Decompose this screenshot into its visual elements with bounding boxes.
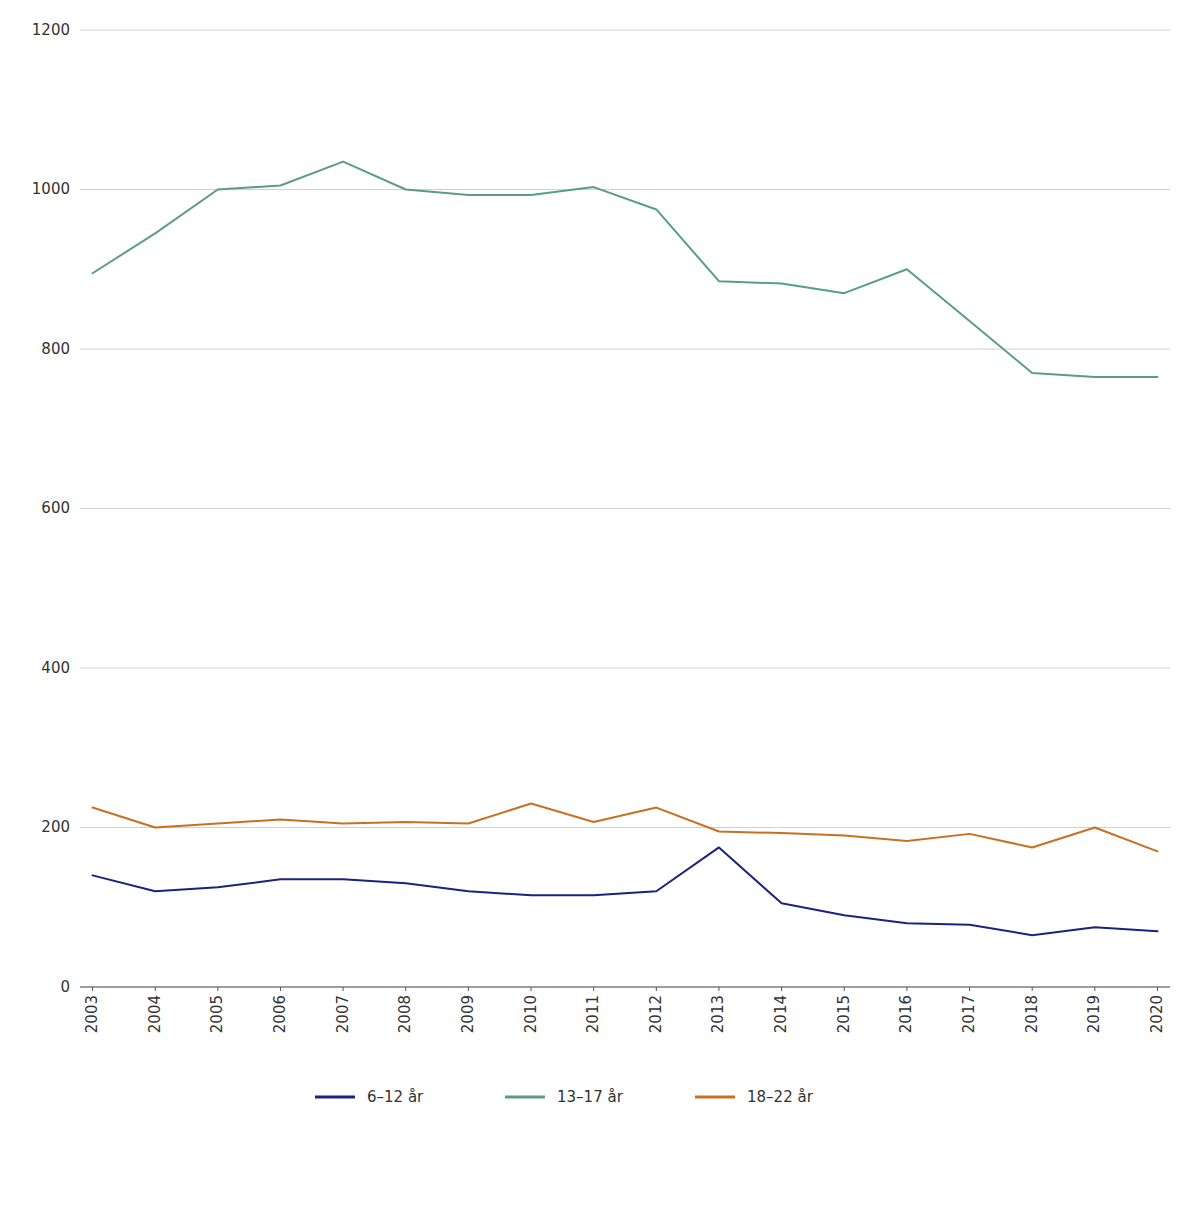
x-tick-label: 2004	[146, 995, 164, 1033]
y-tick-label: 1200	[32, 21, 70, 39]
page: Chart html, body { margin: 0; padding: 0…	[0, 0, 1200, 1217]
legend-label: 6–12 år	[367, 1088, 424, 1106]
x-axis-line	[80, 987, 1170, 988]
x-tick-label: 2009	[459, 995, 477, 1033]
grid-line	[80, 827, 1170, 828]
x-tick	[1032, 987, 1033, 991]
x-tick-label: 2019	[1085, 995, 1103, 1033]
x-tick	[92, 987, 93, 991]
grid-line	[80, 189, 1170, 190]
x-tick-label: 2014	[772, 995, 790, 1033]
x-tick-label: 2005	[208, 995, 226, 1033]
y-tick-label: 800	[41, 340, 70, 358]
x-tick-label: 2008	[396, 995, 414, 1033]
y-tick-label: 600	[41, 499, 70, 517]
x-tick	[1094, 987, 1095, 991]
x-tick	[405, 987, 406, 991]
x-tick-label: 2012	[647, 995, 665, 1033]
x-tick	[844, 987, 845, 991]
y-tick-label: 1000	[32, 180, 70, 198]
x-tick	[593, 987, 594, 991]
x-tick	[468, 987, 469, 991]
x-tick-label: 2018	[1023, 995, 1041, 1033]
x-tick-label: 2017	[960, 995, 978, 1033]
grid-line	[80, 349, 1170, 350]
grid-line	[80, 30, 1170, 31]
x-tick-label: 2020	[1148, 995, 1166, 1033]
series-line	[93, 804, 1158, 852]
x-tick-label: 2016	[897, 995, 915, 1033]
x-tick-label: 2011	[584, 995, 602, 1033]
legend-swatch	[695, 1096, 735, 1099]
x-tick	[656, 987, 657, 991]
series-line	[93, 847, 1158, 935]
x-tick-label: 2013	[709, 995, 727, 1033]
x-tick	[969, 987, 970, 991]
y-axis: 0 200 400 600 800 1000 1200	[32, 21, 70, 996]
grid	[80, 30, 1170, 987]
series-line	[93, 162, 1158, 377]
x-tick	[155, 987, 156, 991]
grid-line	[80, 508, 1170, 509]
chart-container: 0200400600800100012002003200420052006200…	[0, 0, 1200, 1217]
x-tick-label: 2015	[835, 995, 853, 1033]
legend: 6–12 år 13–17 år 18–22 år	[315, 1088, 814, 1106]
x-axis: 2003 2004 2005 2006 2007 2008 2009 2010 2011 2012…	[80, 987, 1170, 1033]
x-tick-label: 2003	[83, 995, 101, 1033]
background	[0, 0, 1200, 1217]
page-body: {"chart_data": {"type": "line", "x": [20…	[0, 0, 1200, 1217]
legend-swatch	[315, 1096, 355, 1099]
x-tick	[531, 987, 532, 991]
x-tick	[906, 987, 907, 991]
x-tick	[343, 987, 344, 991]
x-tick-label: 2007	[334, 995, 352, 1033]
x-tick	[280, 987, 281, 991]
y-tick-label: 400	[41, 659, 70, 677]
legend-label: 13–17 år	[557, 1088, 624, 1106]
x-tick	[1157, 987, 1158, 991]
y-tick-label: 0	[60, 978, 70, 996]
x-tick	[781, 987, 782, 991]
legend-swatch	[505, 1096, 545, 1099]
chart-svg: 0200400600800100012002003200420052006200…	[0, 0, 1200, 1217]
x-tick-label: 2010	[522, 995, 540, 1033]
grid-line	[80, 668, 1170, 669]
x-tick	[718, 987, 719, 991]
grid-line	[80, 987, 1170, 988]
y-tick-label: 200	[41, 818, 70, 836]
legend-label: 18–22 år	[747, 1088, 814, 1106]
x-tick	[217, 987, 218, 991]
lines	[93, 162, 1158, 936]
x-tick-label: 2006	[271, 995, 289, 1033]
